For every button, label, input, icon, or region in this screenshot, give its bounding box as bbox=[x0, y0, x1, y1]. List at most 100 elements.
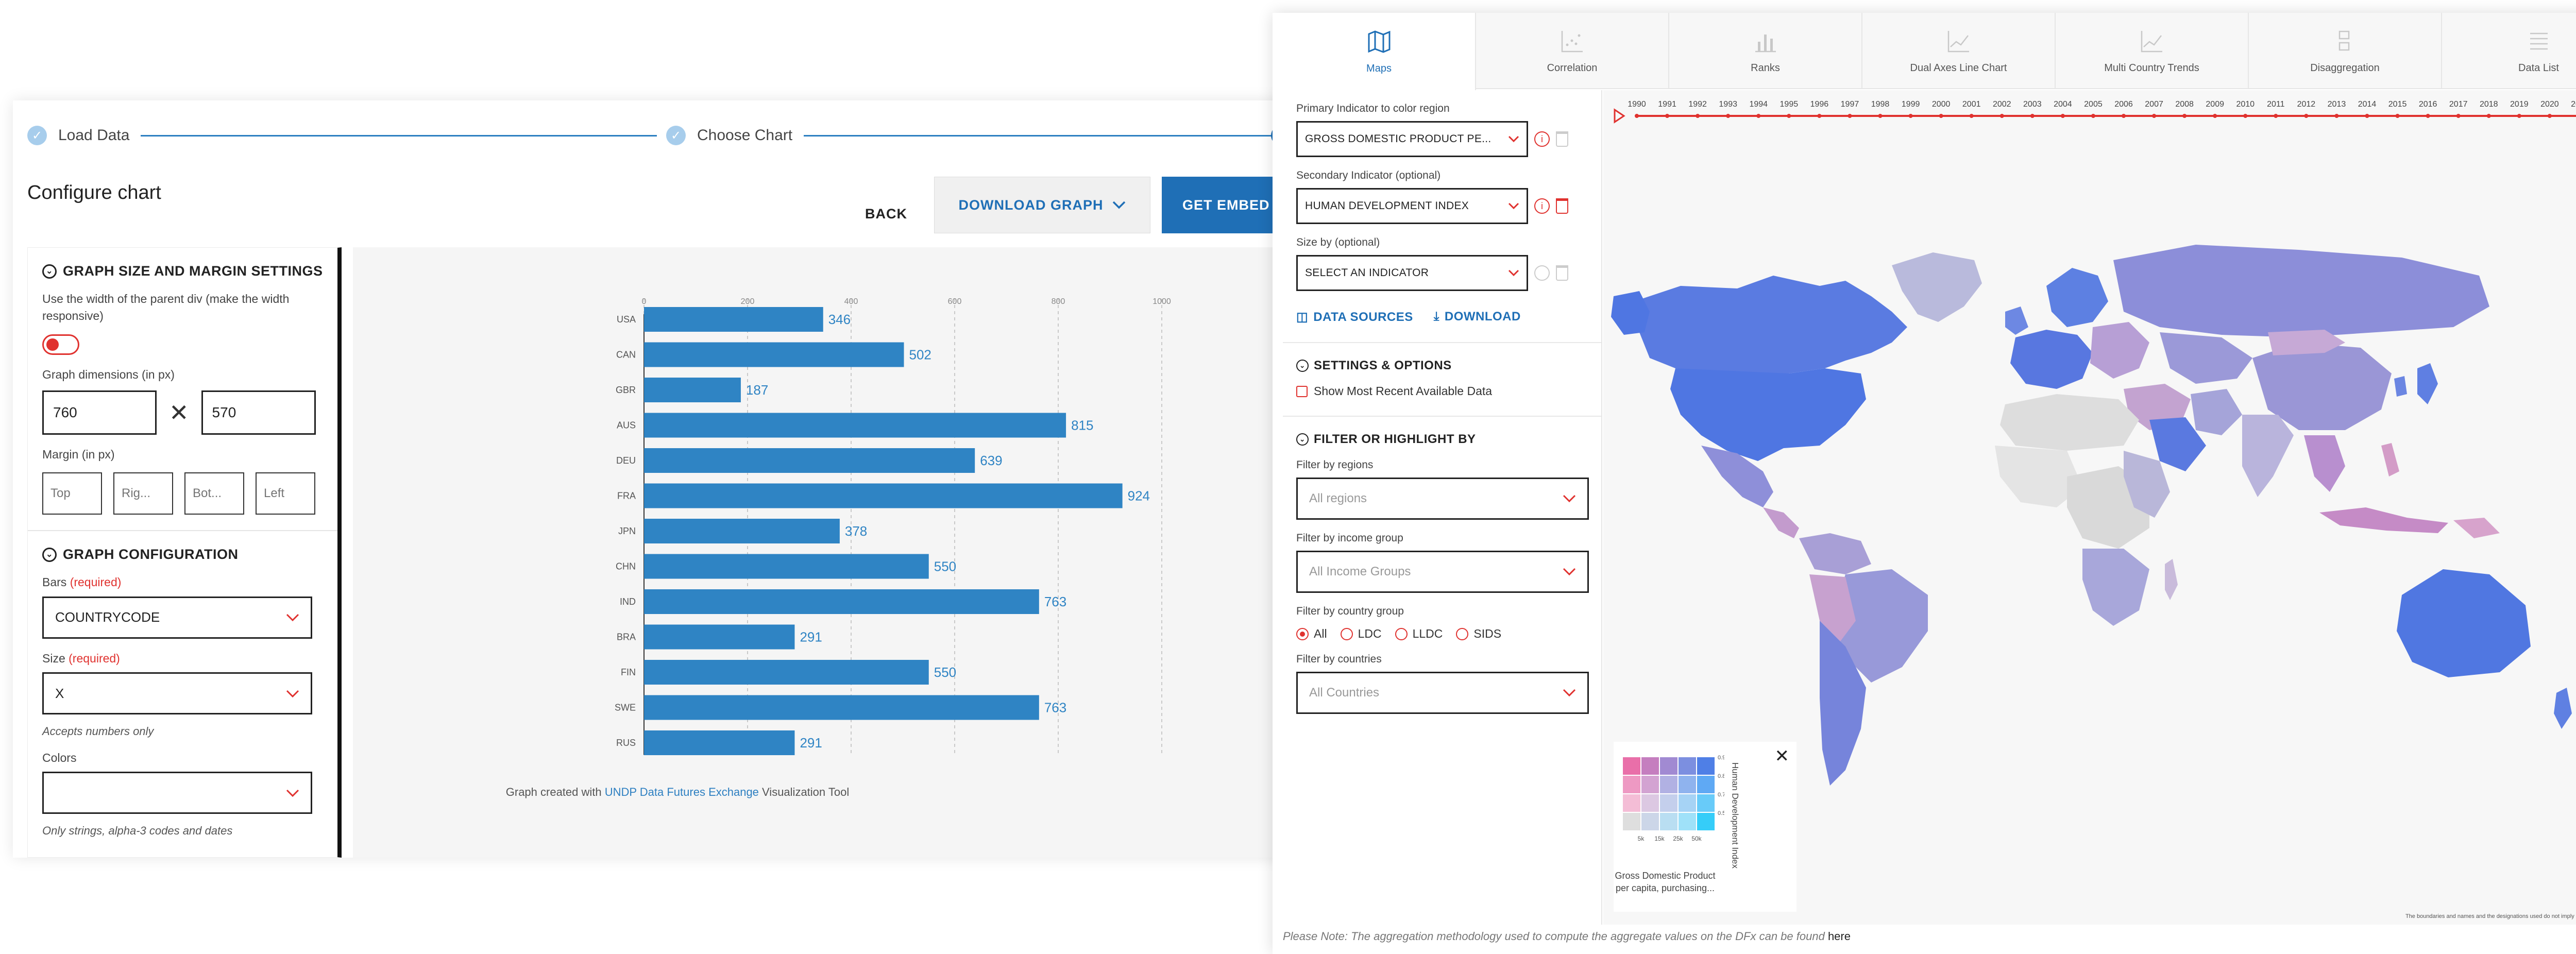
year-tick[interactable] bbox=[2152, 114, 2157, 118]
year-tick[interactable] bbox=[2030, 114, 2035, 118]
bar[interactable] bbox=[644, 307, 823, 332]
region-north-africa[interactable] bbox=[2000, 394, 2139, 451]
region-india[interactable] bbox=[2242, 415, 2294, 497]
region-saudi-arabia[interactable] bbox=[2149, 417, 2206, 471]
bar[interactable] bbox=[644, 448, 975, 473]
countries-filter-select[interactable]: All Countries bbox=[1296, 672, 1589, 714]
year-tick[interactable] bbox=[1635, 114, 1639, 118]
radio-button[interactable] bbox=[1395, 627, 1408, 640]
tab-dual-axes-line-chart[interactable]: Dual Axes Line Chart bbox=[1862, 13, 2056, 89]
colors-select[interactable] bbox=[42, 772, 312, 814]
region-indonesia[interactable] bbox=[2319, 507, 2448, 533]
year-timeline[interactable]: 1990 1991 1992 1993 1994 1995 1996 1997 1998 1999… bbox=[1603, 90, 2576, 157]
region-kazakhstan-central-asia[interactable] bbox=[2160, 332, 2252, 384]
bar[interactable] bbox=[644, 730, 795, 755]
graph-config-section-header[interactable]: ⌄ GRAPH CONFIGURATION bbox=[42, 547, 337, 563]
radio-button[interactable] bbox=[1296, 627, 1309, 640]
width-input[interactable] bbox=[42, 390, 157, 435]
checkbox[interactable] bbox=[1296, 385, 1308, 397]
download-graph-button[interactable]: DOWNLOAD GRAPH bbox=[934, 177, 1150, 233]
bar[interactable] bbox=[644, 342, 904, 367]
year-tick[interactable] bbox=[2304, 114, 2309, 118]
income-filter-select[interactable]: All Income Groups bbox=[1296, 551, 1589, 593]
region-canada[interactable] bbox=[1634, 276, 1907, 373]
region-iran[interactable] bbox=[2191, 389, 2242, 435]
region-brazil[interactable] bbox=[1830, 569, 1928, 683]
year-tick[interactable] bbox=[2334, 114, 2339, 118]
info-icon[interactable]: i bbox=[1534, 131, 1550, 147]
radio-sids[interactable]: SIDS bbox=[1456, 627, 1501, 641]
tab-correlation[interactable]: Correlation bbox=[1476, 13, 1669, 89]
step-load-data[interactable]: ✓ Load Data bbox=[27, 120, 141, 151]
height-input[interactable] bbox=[201, 390, 316, 435]
download-link[interactable]: ⤓ DOWNLOAD bbox=[1434, 310, 1521, 325]
bar[interactable] bbox=[644, 413, 1066, 438]
region-madagascar[interactable] bbox=[2165, 559, 2178, 600]
info-icon[interactable]: i bbox=[1534, 198, 1550, 214]
bar[interactable] bbox=[644, 624, 795, 650]
margin-left-input[interactable] bbox=[256, 472, 315, 515]
bar[interactable] bbox=[644, 695, 1039, 720]
region-china[interactable] bbox=[2252, 343, 2392, 430]
radio-all[interactable]: All bbox=[1296, 627, 1327, 641]
region-new-zealand[interactable] bbox=[2554, 688, 2572, 729]
tab-disaggregation[interactable]: Disaggregation bbox=[2249, 13, 2442, 89]
get-embed-code-button[interactable]: GET EMBED CO bbox=[1162, 177, 1288, 233]
size-select[interactable]: X bbox=[42, 672, 312, 715]
year-tick[interactable] bbox=[2456, 114, 2461, 118]
margin-top-input[interactable] bbox=[42, 472, 102, 515]
region-alaska[interactable] bbox=[1611, 291, 1650, 335]
responsive-toggle[interactable] bbox=[42, 334, 79, 355]
graph-size-section-header[interactable]: ⌄ GRAPH SIZE AND MARGIN SETTINGS bbox=[42, 263, 337, 279]
tab-multi-country-trends[interactable]: Multi Country Trends bbox=[2056, 13, 2249, 89]
region-southern-africa[interactable] bbox=[2082, 549, 2149, 626]
bar[interactable] bbox=[644, 589, 1039, 614]
tab-data-list[interactable]: Data List bbox=[2442, 13, 2576, 89]
year-tick[interactable] bbox=[2365, 114, 2369, 118]
bar[interactable] bbox=[644, 483, 1123, 508]
radio-button[interactable] bbox=[1456, 627, 1469, 640]
year-tick[interactable] bbox=[1939, 114, 1943, 118]
region-mongolia[interactable] bbox=[2268, 330, 2345, 355]
size-by-select[interactable]: SELECT AN INDICATOR bbox=[1296, 255, 1528, 291]
year-tick[interactable] bbox=[1665, 114, 1670, 118]
year-tick[interactable] bbox=[1878, 114, 1883, 118]
bar[interactable] bbox=[644, 554, 929, 579]
primary-indicator-select[interactable]: GROSS DOMESTIC PRODUCT PE... bbox=[1296, 121, 1528, 157]
region-mexico[interactable] bbox=[1701, 446, 1773, 507]
year-tick[interactable] bbox=[1787, 114, 1791, 118]
recent-data-option[interactable]: Show Most Recent Available Data bbox=[1296, 384, 1601, 398]
year-tick[interactable] bbox=[2486, 114, 2491, 118]
year-tick[interactable] bbox=[2426, 114, 2430, 118]
back-button[interactable]: BACK bbox=[837, 188, 935, 240]
year-tick[interactable] bbox=[2060, 114, 2065, 118]
secondary-indicator-select[interactable]: HUMAN DEVELOPMENT INDEX bbox=[1296, 188, 1528, 224]
region-scandinavia[interactable] bbox=[2046, 268, 2108, 327]
region-russia[interactable] bbox=[2113, 245, 2489, 337]
region-uk[interactable] bbox=[2005, 306, 2028, 335]
bar[interactable] bbox=[644, 519, 840, 543]
region-peru-bolivia[interactable] bbox=[1809, 574, 1856, 641]
tab-maps[interactable]: Maps bbox=[1283, 13, 1476, 90]
world-choropleth-map[interactable] bbox=[1603, 157, 2576, 899]
year-tick[interactable] bbox=[1817, 114, 1822, 118]
year-tick[interactable] bbox=[1696, 114, 1700, 118]
year-tick[interactable] bbox=[2547, 114, 2552, 118]
settings-options-header[interactable]: ⌄ SETTINGS & OPTIONS bbox=[1296, 359, 1601, 373]
year-tick[interactable] bbox=[1999, 114, 2004, 118]
year-tick[interactable] bbox=[1756, 114, 1761, 118]
year-tick[interactable] bbox=[2243, 114, 2248, 118]
region-western-europe[interactable] bbox=[2010, 330, 2093, 389]
region-japan[interactable] bbox=[2417, 363, 2438, 404]
year-tick[interactable] bbox=[1969, 114, 1974, 118]
trash-icon[interactable] bbox=[1556, 198, 1568, 214]
radio-ldc[interactable]: LDC bbox=[1340, 627, 1382, 641]
bars-select[interactable]: COUNTRYCODE bbox=[42, 596, 312, 639]
margin-right-input[interactable] bbox=[113, 472, 173, 515]
margin-bottom-input[interactable] bbox=[184, 472, 244, 515]
step-choose-chart[interactable]: ✓ Choose Chart bbox=[657, 120, 804, 151]
region-east-africa[interactable] bbox=[2124, 451, 2170, 518]
credit-link[interactable]: UNDP Data Futures Exchange bbox=[604, 786, 759, 798]
year-tick[interactable] bbox=[2517, 114, 2521, 118]
year-tick[interactable] bbox=[2182, 114, 2187, 118]
